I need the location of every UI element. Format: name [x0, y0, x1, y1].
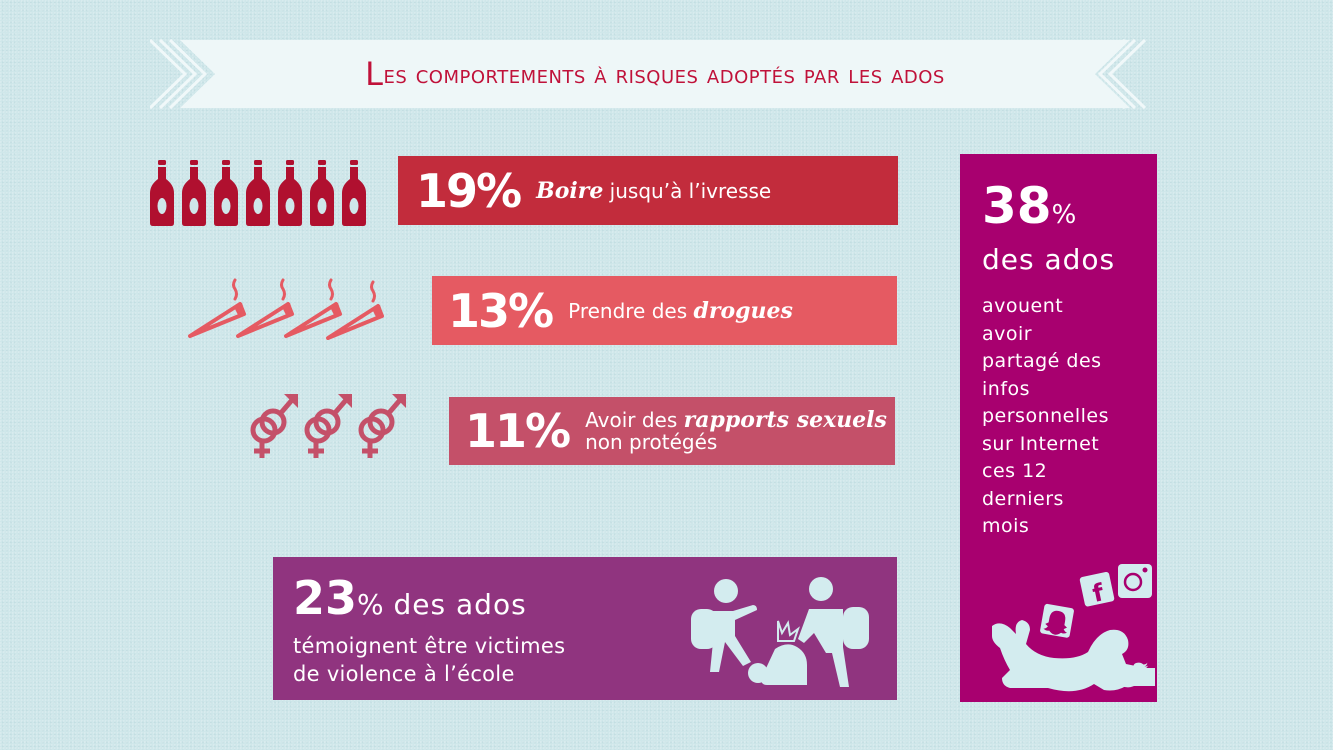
- internet-sharing-panel: 38% des ados avouent avoir partagé des i…: [960, 154, 1157, 702]
- violence-subtitle: des ados: [383, 588, 527, 621]
- facebook-icon: f: [1079, 571, 1115, 608]
- description-line: avouent: [982, 295, 1064, 317]
- description-line: derniers: [982, 487, 1064, 510]
- stat-label: Avoir des rapports sexuels non protégés: [585, 409, 887, 453]
- stat-label: Prendre des drogues: [568, 300, 793, 322]
- title-rest: es comportements à risques adoptés par l…: [383, 59, 945, 89]
- bullying-illustration: [691, 577, 869, 687]
- stat-text: Avoir des: [585, 408, 684, 432]
- male-female-symbol-icon: [248, 392, 413, 464]
- description-line: ces 12: [982, 460, 1048, 482]
- stat-bar-drugs: 13% Prendre des drogues: [432, 276, 897, 345]
- percent-sign: %: [1051, 200, 1077, 230]
- stat-text: jusqu’à l’ivresse: [603, 178, 772, 203]
- stat-percent: 19%: [416, 163, 522, 218]
- internet-subtitle: des ados: [982, 243, 1116, 276]
- violence-number: 23: [293, 571, 358, 625]
- description-line: témoignent être victimes: [293, 634, 566, 658]
- bottle-icon: [150, 160, 366, 226]
- violence-description: témoignent être victimes de violence à l…: [293, 632, 897, 688]
- stat-percent: 11%: [465, 404, 571, 458]
- stat-emphasis: Boire: [536, 177, 604, 204]
- description-line: avoir: [982, 322, 1033, 345]
- stat-emphasis: drogues: [693, 297, 793, 324]
- stat-emphasis: rapports sexuels: [683, 407, 887, 433]
- snapchat-icon: [1040, 603, 1074, 638]
- title-first-letter: L: [365, 55, 384, 93]
- internet-number: 38: [982, 177, 1052, 235]
- violence-stat: 23% des ados: [293, 571, 897, 632]
- ribbon-shape: [150, 38, 1147, 110]
- description-line: infos: [982, 377, 1031, 400]
- stat-bar-unprotected-sex: 11% Avoir des rapports sexuels non proté…: [449, 397, 895, 465]
- description-line: mois: [982, 515, 1030, 537]
- description-line: personnelles: [982, 405, 1110, 427]
- percent-sign: %: [357, 588, 384, 621]
- internet-description: avouent avoir partagé des infos personne…: [982, 293, 1157, 541]
- description-line: sur Internet: [982, 432, 1100, 455]
- stat-bar-alcohol: 19% Boire jusqu’à l’ivresse: [398, 156, 898, 225]
- school-violence-panel: 23% des ados témoignent être victimes de…: [273, 557, 897, 700]
- description-line: partagé des: [982, 350, 1102, 372]
- stat-text-line2: non protégés: [585, 430, 718, 454]
- girl-with-laptop-illustration: f: [992, 564, 1155, 692]
- stat-label: Boire jusqu’à l’ivresse: [536, 180, 771, 202]
- joint-icon: [188, 278, 385, 340]
- instagram-icon: [1118, 564, 1152, 598]
- description-line: de violence à l’école: [293, 662, 515, 686]
- stat-text: Prendre des: [568, 298, 694, 323]
- internet-stat: 38%: [982, 178, 1157, 243]
- stat-percent: 13%: [448, 283, 554, 338]
